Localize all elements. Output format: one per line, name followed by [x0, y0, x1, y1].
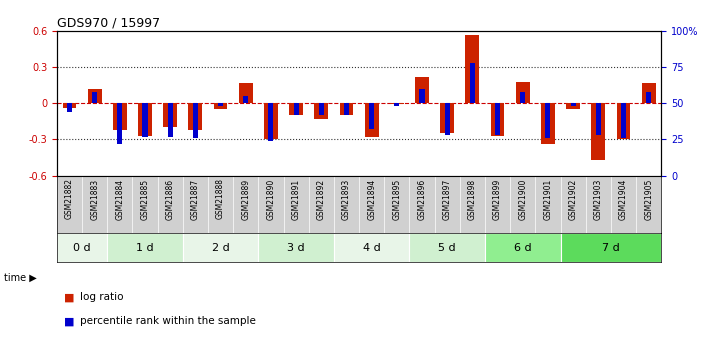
Text: 4 d: 4 d: [363, 243, 380, 253]
Bar: [541, 103, 555, 144]
Bar: [566, 103, 580, 109]
Text: 5 d: 5 d: [439, 243, 456, 253]
Text: 2 d: 2 d: [212, 243, 230, 253]
Text: GSM21893: GSM21893: [342, 178, 351, 220]
Bar: [113, 103, 127, 130]
Bar: [621, 103, 626, 138]
Bar: [369, 103, 374, 129]
Bar: [592, 103, 605, 160]
Bar: [243, 96, 248, 103]
Text: GSM21885: GSM21885: [141, 178, 149, 219]
Bar: [57, 233, 107, 262]
Bar: [419, 89, 424, 103]
Text: ■: ■: [64, 316, 75, 326]
Text: GSM21903: GSM21903: [594, 178, 603, 220]
Bar: [142, 103, 147, 137]
Bar: [390, 103, 404, 105]
Bar: [319, 103, 324, 115]
Bar: [440, 103, 454, 134]
Text: GSM21896: GSM21896: [417, 178, 427, 220]
Text: GSM21898: GSM21898: [468, 178, 477, 219]
Text: 1 d: 1 d: [137, 243, 154, 253]
Text: GSM21894: GSM21894: [367, 178, 376, 220]
Bar: [596, 103, 601, 135]
Bar: [258, 233, 334, 262]
Bar: [491, 103, 505, 136]
Bar: [646, 92, 651, 103]
Bar: [138, 103, 152, 136]
Bar: [218, 103, 223, 106]
Text: GSM21883: GSM21883: [90, 178, 99, 219]
Bar: [289, 103, 303, 115]
Bar: [515, 82, 530, 103]
Bar: [485, 233, 560, 262]
Text: GSM21888: GSM21888: [216, 178, 225, 219]
Text: GSM21887: GSM21887: [191, 178, 200, 219]
Bar: [395, 103, 400, 106]
Bar: [520, 92, 525, 103]
Bar: [92, 92, 97, 103]
Bar: [268, 103, 274, 141]
Bar: [67, 103, 72, 112]
Text: GSM21884: GSM21884: [115, 178, 124, 219]
Text: GSM21891: GSM21891: [292, 178, 301, 219]
Text: GSM21892: GSM21892: [317, 178, 326, 219]
Bar: [117, 103, 122, 144]
Bar: [560, 233, 661, 262]
Bar: [213, 103, 228, 109]
Text: GSM21902: GSM21902: [569, 178, 577, 220]
Text: GSM21882: GSM21882: [65, 178, 74, 219]
Bar: [444, 103, 449, 135]
Bar: [107, 233, 183, 262]
Text: ■: ■: [64, 292, 75, 302]
Bar: [168, 103, 173, 137]
Bar: [340, 103, 353, 115]
Bar: [314, 103, 328, 119]
Text: GSM21897: GSM21897: [443, 178, 451, 220]
Bar: [545, 103, 550, 138]
Text: 0 d: 0 d: [73, 243, 91, 253]
Bar: [294, 103, 299, 115]
Bar: [183, 233, 258, 262]
Bar: [334, 233, 410, 262]
Text: GSM21900: GSM21900: [518, 178, 528, 220]
Text: GSM21890: GSM21890: [267, 178, 275, 220]
Bar: [410, 233, 485, 262]
Text: GSM21899: GSM21899: [493, 178, 502, 220]
Text: log ratio: log ratio: [80, 292, 123, 302]
Bar: [470, 63, 475, 103]
Bar: [365, 103, 378, 137]
Bar: [188, 103, 203, 130]
Text: GSM21904: GSM21904: [619, 178, 628, 220]
Text: GDS970 / 15997: GDS970 / 15997: [57, 17, 160, 30]
Bar: [164, 103, 177, 127]
Bar: [239, 83, 252, 103]
Bar: [495, 103, 500, 135]
Bar: [616, 103, 631, 139]
Text: GSM21895: GSM21895: [392, 178, 401, 220]
Bar: [570, 103, 576, 106]
Text: GSM21901: GSM21901: [543, 178, 552, 220]
Bar: [642, 83, 656, 103]
Text: GSM21886: GSM21886: [166, 178, 175, 219]
Bar: [344, 103, 349, 115]
Text: GSM21905: GSM21905: [644, 178, 653, 220]
Bar: [415, 77, 429, 103]
Bar: [193, 103, 198, 138]
Text: percentile rank within the sample: percentile rank within the sample: [80, 316, 255, 326]
Text: 3 d: 3 d: [287, 243, 305, 253]
Bar: [63, 103, 76, 108]
Text: 7 d: 7 d: [602, 243, 620, 253]
Text: GSM21889: GSM21889: [241, 178, 250, 219]
Bar: [87, 89, 102, 103]
Bar: [264, 103, 278, 139]
Text: time ▶: time ▶: [4, 273, 36, 283]
Bar: [466, 34, 479, 103]
Text: 6 d: 6 d: [514, 243, 532, 253]
